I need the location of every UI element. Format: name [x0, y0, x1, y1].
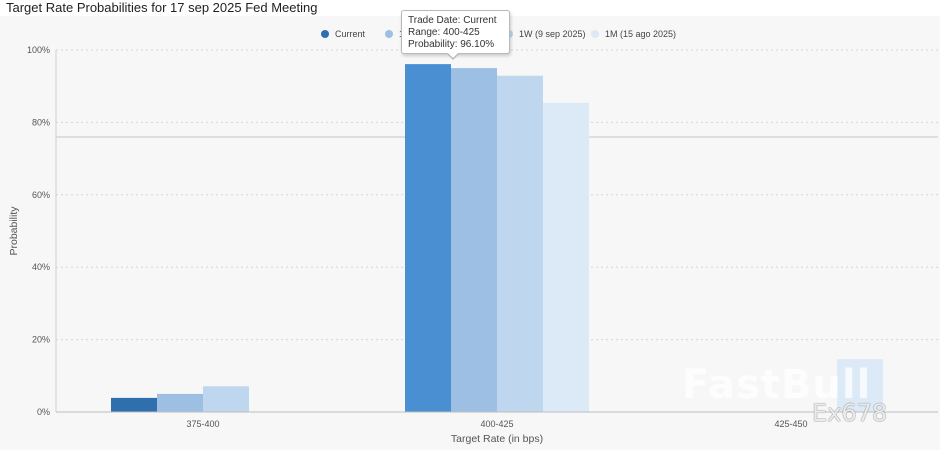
y-axis-title: Probability: [8, 206, 20, 256]
x-tick-label: 375-400: [186, 419, 219, 429]
tooltip-trade-date: Trade Date: Current: [408, 15, 497, 26]
watermark-logo: FastBull: [682, 362, 872, 408]
legend-swatch: [321, 30, 329, 38]
x-tick-label: 400-425: [480, 419, 513, 429]
legend-item[interactable]: Current: [321, 29, 366, 39]
y-tick-label: 40%: [32, 262, 50, 272]
y-tick-label: 20%: [32, 335, 50, 345]
legend-item[interactable]: 1W (9 sep 2025): [505, 29, 586, 39]
tooltip-probability: Probability: 96.10%: [408, 39, 495, 50]
watermark-code: Ex678: [812, 399, 888, 427]
legend-swatch: [591, 30, 599, 38]
bar-1m-425-450[interactable]: [837, 359, 883, 412]
y-tick-label: 60%: [32, 190, 50, 200]
bar-1d-400-425[interactable]: [451, 68, 497, 412]
bar-chart: 0% 20% 40% 60% 80% 100% 375-400 400-425 425-450 T…: [8, 29, 938, 445]
legend-label: 1M (15 ago 2025): [605, 29, 676, 39]
bar-current-400-425[interactable]: [405, 64, 451, 413]
tooltip-range: Range: 400-425: [408, 27, 480, 38]
legend-label: Current: [335, 29, 366, 39]
x-axis-title: Target Rate (in bps): [451, 433, 543, 445]
x-tick-label: 425-450: [774, 419, 807, 429]
chart-title: Target Rate Probabilities for 17 sep 202…: [6, 0, 318, 15]
tooltip-arrow-fill: [447, 52, 459, 58]
chart-panel: 0% 20% 40% 60% 80% 100% 375-400 400-425 425-450 T…: [0, 16, 940, 450]
bar-current-375-400[interactable]: [111, 397, 157, 412]
y-tick-label: 0%: [37, 407, 50, 417]
legend-label: 1W (9 sep 2025): [519, 29, 586, 39]
legend-item[interactable]: 1M (15 ago 2025): [591, 29, 676, 39]
tooltip: Trade Date: Current Range: 400-425 Proba…: [401, 10, 510, 54]
bar-1w-375-400[interactable]: [203, 386, 249, 412]
bar-1m-400-425[interactable]: [543, 102, 589, 413]
legend-swatch: [385, 30, 393, 38]
y-tick-label: 80%: [32, 117, 50, 127]
y-tick-label: 100%: [27, 45, 50, 55]
bar-1w-400-425[interactable]: [497, 75, 543, 412]
bar-1d-375-400[interactable]: [157, 393, 203, 412]
